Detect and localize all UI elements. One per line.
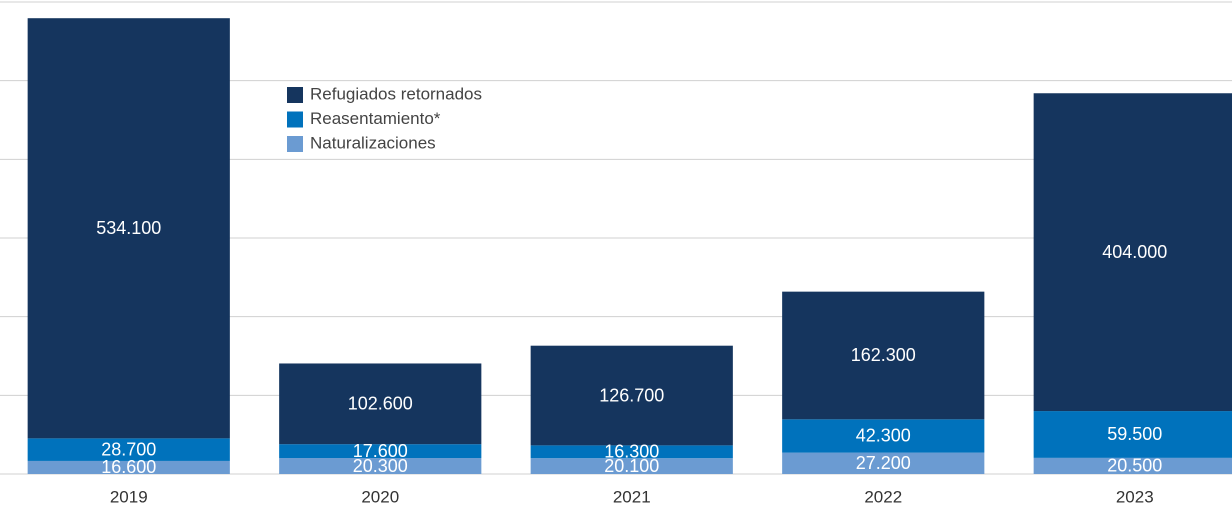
bar-segment	[1033, 411, 1232, 458]
x-tick-label: 2020	[361, 487, 399, 506]
legend-label: Refugiados retornados	[310, 84, 482, 103]
value-label: 404.000	[1102, 242, 1167, 262]
bar-segment	[782, 452, 985, 474]
x-tick-label: 2023	[1116, 487, 1154, 506]
value-label: 16.600	[101, 457, 156, 477]
legend-swatch	[287, 111, 303, 128]
bar-segment	[782, 419, 985, 453]
value-label: 42.300	[856, 426, 911, 446]
bar-segment	[279, 458, 482, 474]
value-label: 162.300	[851, 345, 916, 365]
bar-segment	[1033, 457, 1232, 474]
value-label: 102.600	[348, 394, 413, 414]
bar-segment	[1033, 93, 1232, 412]
value-label: 59.500	[1107, 424, 1162, 444]
value-label: 16.300	[604, 442, 659, 462]
x-tick-label: 2022	[864, 487, 902, 506]
value-label: 27.200	[856, 453, 911, 473]
bar-segment	[530, 458, 733, 474]
x-tick-label: 2019	[110, 487, 148, 506]
bar-segment	[782, 291, 985, 420]
legend-label: Reasentamiento*	[310, 109, 441, 128]
bar-segment	[27, 438, 230, 461]
value-label: 20.100	[604, 456, 659, 476]
legend-swatch	[287, 87, 303, 103]
value-label: 28.700	[101, 439, 156, 459]
legend-swatch	[287, 136, 303, 152]
value-label: 126.700	[599, 385, 664, 405]
value-label: 20.500	[1107, 456, 1162, 476]
bar-segment	[27, 18, 230, 439]
bar-segment	[530, 345, 733, 446]
bar-segment	[279, 444, 482, 459]
value-label: 20.300	[353, 456, 408, 476]
value-label: 17.600	[353, 441, 408, 461]
bar-segment	[279, 363, 482, 445]
bar-segment	[530, 445, 733, 459]
bar-segment	[27, 460, 230, 474]
value-label: 534.100	[96, 218, 161, 238]
x-tick-label: 2021	[613, 487, 651, 506]
legend-label: Naturalizaciones	[310, 133, 436, 152]
